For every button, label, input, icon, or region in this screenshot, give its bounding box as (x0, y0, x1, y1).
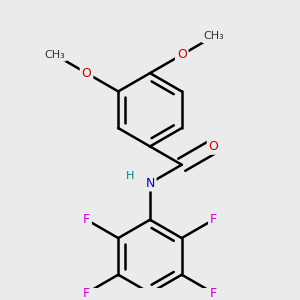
Text: F: F (83, 213, 90, 226)
Text: F: F (83, 286, 90, 299)
Text: O: O (208, 140, 218, 153)
Text: H: H (126, 171, 134, 181)
Text: N: N (145, 177, 155, 190)
Text: O: O (82, 67, 92, 80)
Text: F: F (210, 286, 217, 299)
Text: F: F (210, 213, 217, 226)
Text: CH₃: CH₃ (44, 50, 65, 60)
Text: O: O (177, 48, 187, 61)
Text: CH₃: CH₃ (203, 32, 224, 41)
